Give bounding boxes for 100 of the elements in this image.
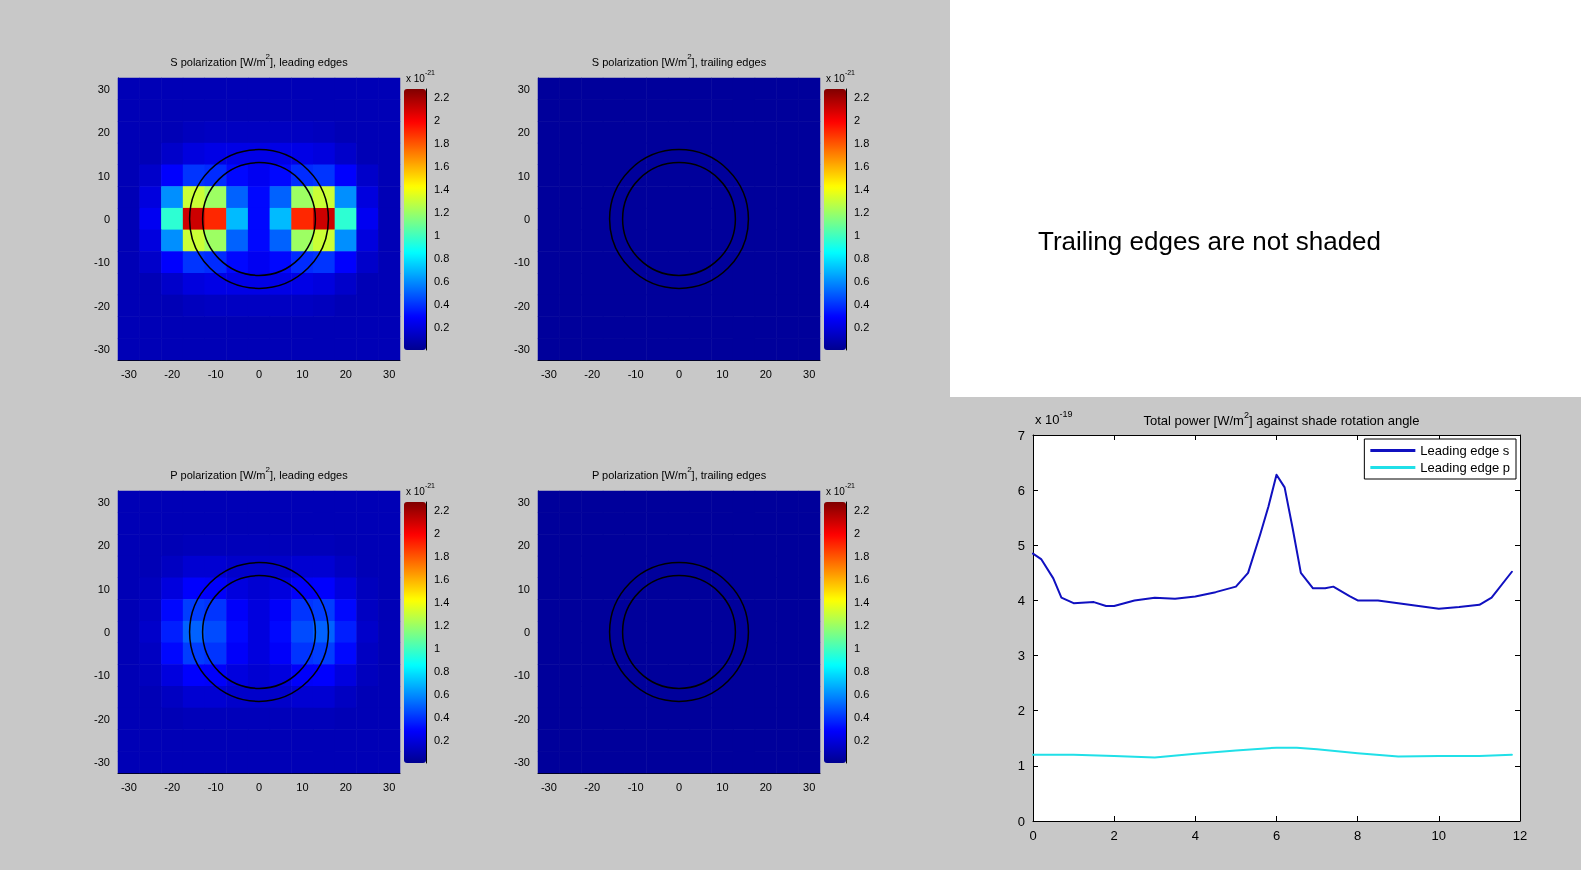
x-tick-label: 0 (675, 780, 683, 793)
x-tick-label: 10 (296, 780, 309, 793)
color-bar-label: 1 (434, 642, 441, 655)
y-tick-label: -20 (94, 712, 110, 725)
color-bar-label: 1.4 (434, 183, 450, 196)
x-tick-label: 0 (675, 367, 683, 380)
color-bar-label: 0.8 (854, 665, 870, 678)
x-tick-label: 8 (1354, 828, 1362, 843)
color-bar-label: 1 (434, 229, 441, 242)
x-tick-label: 10 (716, 367, 729, 380)
x-tick-label: -20 (584, 780, 601, 793)
x-tick-label: -30 (120, 367, 137, 380)
color-bar-label: 1.2 (854, 206, 870, 219)
color-bar-label: 1 (854, 642, 861, 655)
color-bar-label: 2.2 (854, 504, 870, 517)
x-tick-label: 30 (803, 780, 816, 793)
y-tick-label: 20 (97, 126, 110, 139)
x-tick-label: -20 (164, 780, 181, 793)
color-bar-label: 1.2 (434, 206, 450, 219)
y-tick-label: 30 (517, 82, 530, 95)
color-bar-label: 1.8 (434, 550, 450, 563)
y-tick-label: 30 (517, 495, 530, 508)
y-tick-label: 3 (1017, 648, 1025, 664)
y-tick-label: 10 (517, 582, 530, 595)
color-bar-label: 1.2 (434, 619, 450, 632)
x-tick-label: -20 (584, 367, 601, 380)
y-tick-label: 20 (517, 539, 530, 552)
color-bar-label: 0.6 (434, 275, 450, 288)
legend-label: Leading edge s (1420, 443, 1510, 458)
y-tick-label: 0 (1017, 813, 1025, 829)
y-tick-label: 0 (523, 626, 530, 638)
color-bar-label: 2 (434, 114, 441, 127)
color-bar-label: 2 (434, 527, 441, 540)
y-tick-label: 2 (1017, 703, 1025, 719)
color-bar-label: 0.2 (434, 734, 450, 746)
color-bar-label: 0.4 (434, 298, 450, 311)
x-tick-label: 10 (1431, 828, 1447, 843)
color-bar-label: 1.6 (854, 573, 870, 586)
x-tick-label: 4 (1191, 828, 1199, 843)
color-bar-label: 1.6 (434, 573, 450, 586)
x-tick-label: 30 (803, 367, 816, 380)
x-tick-label: -20 (164, 367, 181, 380)
color-bar-label: 0.6 (854, 688, 870, 701)
x-tick-label: 10 (716, 780, 729, 793)
color-bar-label: 1.8 (854, 550, 870, 563)
color-bar-label: 2 (854, 114, 861, 127)
color-bar-label: 1.6 (854, 160, 870, 173)
y-tick-label: -20 (514, 712, 530, 725)
color-bar-label: 1.4 (854, 183, 870, 196)
text: Trailing edges are not shaded (1038, 226, 1382, 256)
y-tick-label: -10 (514, 256, 530, 269)
x-tick-label: 20 (339, 367, 352, 380)
color-bar-label: 1.4 (434, 596, 450, 609)
y-tick-label: 0 (523, 213, 530, 225)
x-tick-label: -30 (540, 367, 557, 380)
line-series (1032, 473, 1513, 610)
x-tick-label: -10 (627, 780, 644, 793)
line-series (1032, 746, 1513, 759)
y-tick-label: -30 (514, 756, 530, 769)
x-tick-label: 20 (759, 367, 772, 380)
color-bar-label: 0.4 (854, 298, 870, 311)
y-tick-label: 20 (97, 539, 110, 552)
x-tick-label: 20 (759, 780, 772, 793)
color-bar-label: 0.6 (434, 688, 450, 701)
x-tick-label: -10 (627, 367, 644, 380)
y-tick-label: 0 (103, 213, 110, 225)
x-tick-label: 0 (255, 367, 263, 380)
color-bar-label: 1.8 (854, 137, 870, 150)
y-tick-label: 30 (97, 82, 110, 95)
y-tick-label: 7 (1017, 427, 1025, 443)
color-bar-label: 1.6 (434, 160, 450, 173)
y-tick-label: 10 (517, 169, 530, 182)
x-tick-label: 30 (383, 367, 396, 380)
x-tick-label: 20 (339, 780, 352, 793)
color-bar-label: 0.6 (854, 275, 870, 288)
y-tick-label: -20 (514, 299, 530, 312)
color-bar-label: 2.2 (434, 504, 450, 517)
color-bar-label: 0.4 (434, 711, 450, 724)
color-bar-label: 0.2 (854, 321, 870, 333)
color-bar-label: 0.8 (434, 252, 450, 265)
y-tick-label: -30 (94, 343, 110, 356)
x-tick-label: -10 (207, 780, 224, 793)
x-tick-label: -10 (207, 367, 224, 380)
color-bar-label: 1.8 (434, 137, 450, 150)
x-tick-label: 30 (383, 780, 396, 793)
y-tick-label: 1 (1017, 758, 1025, 774)
x-tick-label: 2 (1110, 828, 1118, 843)
y-tick-label: 5 (1017, 537, 1025, 553)
x-tick-label: 6 (1272, 828, 1281, 843)
legend-label: Leading edge p (1420, 460, 1511, 475)
color-bar-label: 0.4 (854, 711, 870, 724)
x-tick-label: 10 (296, 367, 309, 380)
y-tick-label: -30 (514, 343, 530, 356)
y-tick-label: 30 (97, 495, 110, 508)
y-tick-label: 6 (1017, 482, 1025, 498)
y-tick-label: 10 (97, 169, 110, 182)
color-bar-label: 0.8 (434, 665, 450, 678)
y-tick-label: 4 (1017, 592, 1025, 608)
y-tick-label: -20 (94, 299, 110, 312)
x-tick-label: 12 (1512, 828, 1528, 843)
